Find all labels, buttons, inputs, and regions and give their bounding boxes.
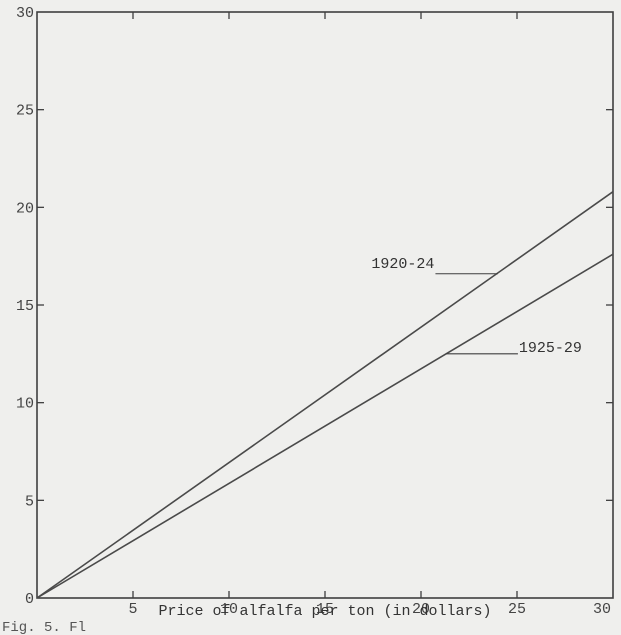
x-tick-label: 25 (508, 601, 526, 618)
series-line-1920-24 (36, 191, 614, 599)
x-tick-label: 15 (316, 601, 334, 618)
y-tick-label: 30 (16, 5, 34, 22)
x-axis-title: Price of alfalfa per ton (in dollars) (158, 603, 491, 620)
y-tick-label: 5 (25, 493, 34, 510)
y-tick-label: 25 (16, 103, 34, 120)
annotations: 1920-24 1925-29 (371, 256, 582, 357)
series-line-1925-29 (36, 253, 614, 599)
y-axis-ticks: 0 5 10 15 20 25 30 (16, 5, 613, 608)
x-axis-ticks: 5 10 15 20 25 30 (128, 12, 611, 618)
x-tick-label: 20 (412, 601, 430, 618)
series-lines (36, 191, 614, 599)
y-tick-label: 0 (25, 591, 34, 608)
x-tick-label: 5 (128, 601, 137, 618)
x-tick-label: 10 (220, 601, 238, 618)
x-tick-label: 30 (593, 601, 611, 618)
figure-caption: Fig. 5. Fl (2, 620, 86, 635)
annotation-label: 1920-24 (371, 256, 434, 273)
annotation-label: 1925-29 (519, 340, 582, 357)
y-tick-label: 10 (16, 396, 34, 413)
y-tick-label: 20 (16, 200, 34, 217)
y-tick-label: 15 (16, 298, 34, 315)
